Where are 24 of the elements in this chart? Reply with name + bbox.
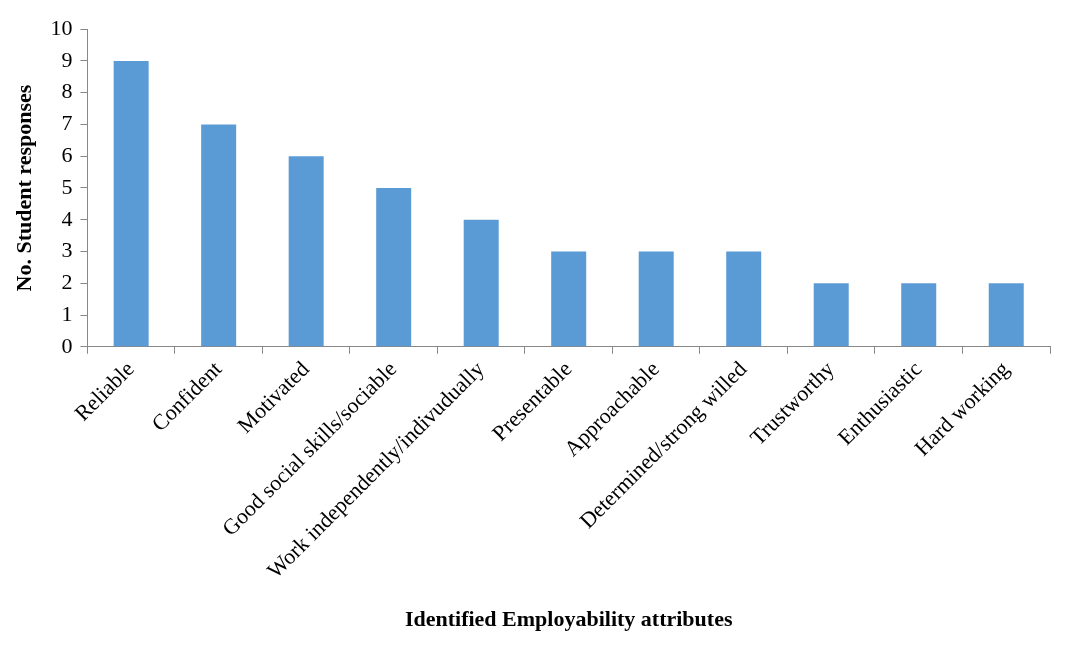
bar	[463, 219, 499, 347]
y-tick-label: 4	[61, 205, 73, 231]
y-tick-label: 7	[61, 110, 73, 136]
bar	[288, 156, 324, 347]
y-tick-label: 5	[61, 173, 73, 199]
bar	[376, 187, 412, 347]
bar	[113, 60, 149, 347]
y-tick-label: 8	[61, 78, 73, 104]
bar	[813, 283, 849, 347]
bar	[901, 283, 937, 347]
y-tick-label: 2	[61, 269, 73, 295]
y-axis-title: No. Student responses	[10, 84, 36, 292]
bar	[726, 251, 762, 347]
y-tick-label: 0	[61, 332, 73, 358]
bar	[201, 124, 237, 347]
bar	[551, 251, 587, 347]
y-tick-label: 6	[61, 142, 73, 168]
y-tick-label: 9	[61, 46, 73, 72]
y-tick-label: 1	[61, 300, 73, 326]
x-axis-title: Identified Employability attributes	[404, 606, 733, 632]
y-tick-label: 3	[61, 237, 73, 263]
bar	[988, 283, 1024, 347]
bar	[638, 251, 674, 347]
y-tick-label: 10	[50, 14, 73, 40]
